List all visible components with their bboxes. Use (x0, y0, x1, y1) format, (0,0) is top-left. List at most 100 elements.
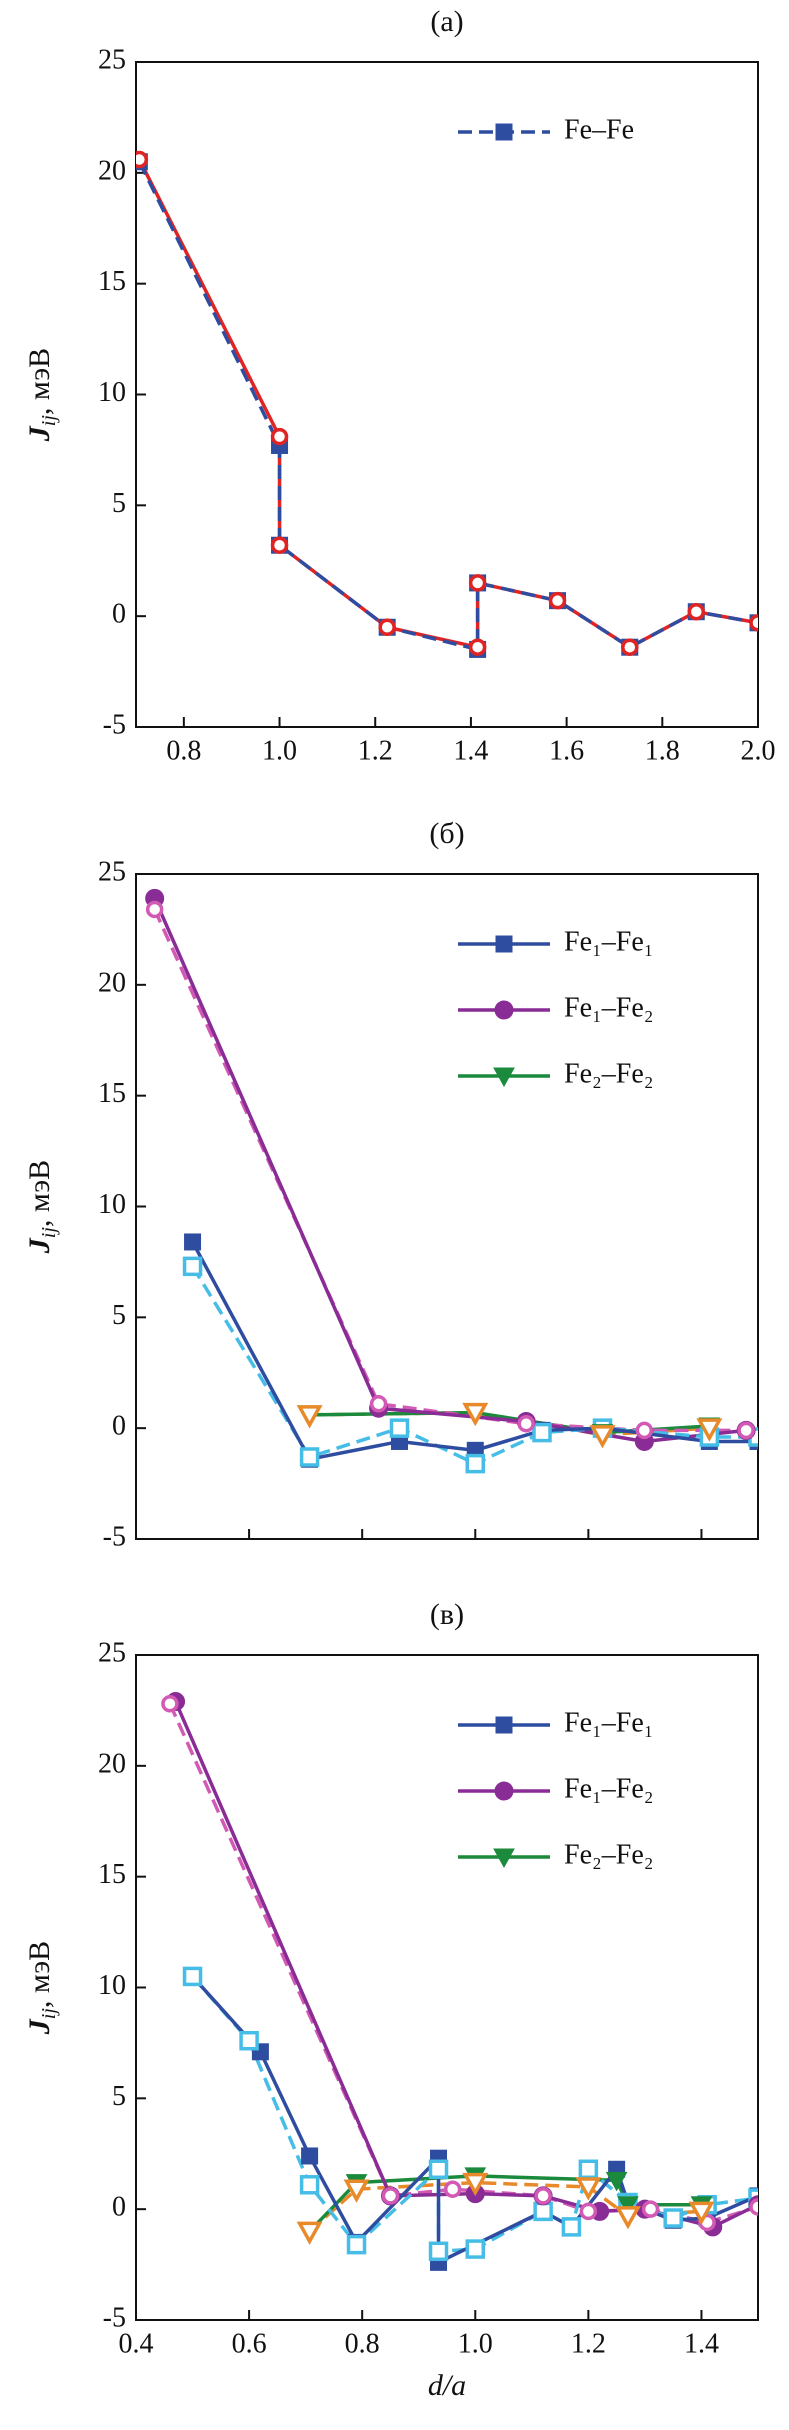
series-line (308, 2180, 702, 2233)
y-tick-label: 15 (98, 1859, 126, 1890)
marker (239, 2030, 259, 2051)
marker (145, 900, 164, 919)
marker (517, 1414, 535, 1433)
y-tick-label: 25 (98, 44, 126, 75)
marker (465, 1453, 486, 1474)
x-tick-label: 0.6 (232, 2328, 267, 2359)
x-tick-label: 1.0 (458, 2328, 493, 2359)
marker (465, 2239, 486, 2259)
marker (533, 2201, 553, 2222)
marker (182, 1256, 203, 1277)
y-axis-label: Jij, мэВ (23, 348, 60, 442)
marker (749, 614, 758, 632)
x-axis-label: d/a (428, 2369, 466, 2402)
marker (605, 2171, 628, 2192)
marker (589, 1425, 616, 1449)
y-tick-label: 0 (112, 599, 126, 630)
x-tick-label: 1.8 (645, 735, 680, 766)
marker (301, 2147, 319, 2165)
marker (493, 1848, 515, 1869)
marker (378, 618, 396, 636)
y-label-sub: ij (38, 2008, 60, 2020)
marker (493, 1067, 515, 1088)
marker (270, 536, 289, 554)
series-line (137, 160, 758, 652)
legend-label: Fe–Fe (564, 114, 634, 145)
marker (696, 1418, 723, 1442)
marker (534, 2187, 552, 2205)
y-tick-label: 5 (112, 488, 126, 519)
marker (579, 2202, 598, 2221)
marker (343, 2179, 370, 2203)
y-tick-label: -5 (103, 1521, 126, 1552)
series-line (137, 158, 758, 650)
series-line (153, 908, 747, 1433)
marker (296, 1405, 323, 1429)
plot-area (161, 1692, 758, 2271)
marker (641, 2200, 660, 2218)
marker (462, 2172, 489, 2197)
marker (428, 2241, 449, 2262)
marker (468, 574, 487, 592)
panel-title: (a) (430, 5, 463, 38)
marker (561, 2217, 582, 2237)
marker (369, 1395, 388, 1413)
y-tick-label: 25 (98, 1637, 126, 1668)
series-line (173, 1700, 758, 2229)
marker (462, 1402, 489, 1427)
marker (688, 2201, 715, 2225)
y-label-symbol: J (23, 1237, 56, 1254)
y-axis-label: Jij, мэВ (23, 1160, 60, 1254)
marker (575, 2177, 602, 2201)
x-tick-label: 0.8 (166, 735, 201, 766)
y-tick-label: 0 (112, 1411, 126, 1442)
y-tick-label: 20 (98, 967, 126, 998)
marker (494, 1781, 514, 1801)
marker (749, 2198, 758, 2216)
legend-label: Fe₁–Fe₁ (564, 926, 654, 957)
y-tick-label: -5 (103, 2302, 126, 2333)
y-tick-label: 20 (98, 155, 126, 186)
marker (495, 935, 513, 953)
legend-label: Fe₁–Fe₁ (564, 1707, 654, 1738)
plot-area (136, 150, 758, 658)
series-line (191, 1265, 758, 1466)
y-tick-label: 0 (112, 2192, 126, 2223)
y-axis-label: Jij, мэВ (23, 1941, 60, 2035)
y-label-symbol: J (23, 2018, 56, 2035)
marker (346, 2234, 367, 2255)
x-tick-label: 1.4 (453, 735, 488, 766)
marker (299, 2175, 320, 2195)
marker (136, 150, 149, 169)
y-label-unit: , мэВ (23, 348, 56, 415)
marker (270, 427, 289, 446)
marker (687, 602, 706, 621)
marker (635, 1421, 654, 1440)
x-tick-label: 1.6 (549, 735, 584, 766)
marker (381, 2187, 400, 2205)
x-tick-label: 0.4 (119, 2328, 154, 2359)
y-tick-label: 10 (98, 377, 126, 408)
series-line (153, 897, 747, 1444)
x-tick-label: 0.8 (345, 2328, 380, 2359)
y-label-sub: ij (38, 415, 60, 427)
marker (299, 1447, 320, 1467)
legend-label: Fe₁–Fe₂ (564, 992, 654, 1023)
panel-title: (в) (430, 1598, 464, 1631)
x-tick-label: 1.2 (358, 735, 393, 766)
series-line (191, 1241, 758, 1462)
x-tick-label: 1.0 (262, 735, 297, 766)
x-tick-label: 2.0 (741, 735, 776, 766)
y-label-sub: ij (38, 1227, 60, 1239)
marker (663, 2208, 683, 2228)
x-tick-label: 1.2 (571, 2328, 606, 2359)
marker (389, 1418, 410, 1438)
marker (578, 2159, 599, 2180)
plot-area (145, 888, 758, 1474)
marker (495, 123, 513, 141)
legend-label: Fe₂–Fe₂ (564, 1058, 654, 1089)
series-line (168, 1703, 758, 2225)
panel-title: (б) (429, 817, 464, 850)
y-tick-label: 25 (98, 856, 126, 887)
